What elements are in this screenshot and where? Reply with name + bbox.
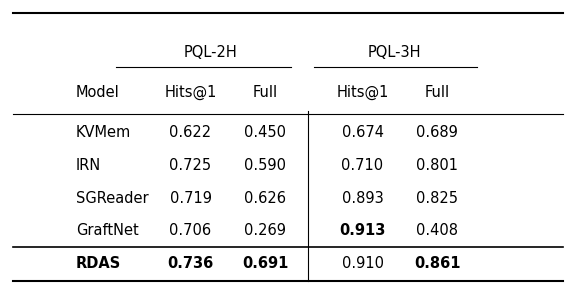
Text: 0.913: 0.913 (339, 223, 386, 238)
Text: IRN: IRN (76, 158, 101, 173)
Text: 0.719: 0.719 (169, 191, 211, 206)
Text: 0.450: 0.450 (244, 125, 286, 140)
Text: Hits@1: Hits@1 (336, 85, 389, 100)
Text: 0.269: 0.269 (244, 223, 286, 238)
Text: 0.691: 0.691 (242, 256, 288, 271)
Text: 0.626: 0.626 (244, 191, 286, 206)
Text: 0.408: 0.408 (416, 223, 458, 238)
Text: 0.736: 0.736 (168, 256, 214, 271)
Text: 0.590: 0.590 (244, 158, 286, 173)
Text: 0.825: 0.825 (416, 191, 458, 206)
Text: Model: Model (76, 85, 120, 100)
Text: 0.861: 0.861 (414, 256, 460, 271)
Text: 0.910: 0.910 (342, 256, 384, 271)
Text: 0.801: 0.801 (416, 158, 458, 173)
Text: KVMem: KVMem (76, 125, 131, 140)
Text: 0.725: 0.725 (169, 158, 211, 173)
Text: 0.710: 0.710 (342, 158, 384, 173)
Text: GraftNet: GraftNet (76, 223, 139, 238)
Text: Hits@1: Hits@1 (164, 85, 217, 100)
Text: Full: Full (425, 85, 450, 100)
Text: Full: Full (252, 85, 278, 100)
Text: SGReader: SGReader (76, 191, 149, 206)
Text: RDAS: RDAS (76, 256, 121, 271)
Text: 0.689: 0.689 (416, 125, 458, 140)
Text: 0.674: 0.674 (342, 125, 384, 140)
Text: 0.706: 0.706 (169, 223, 211, 238)
Text: PQL-2H: PQL-2H (184, 45, 237, 60)
Text: PQL-3H: PQL-3H (367, 45, 421, 60)
Text: 0.893: 0.893 (342, 191, 384, 206)
Text: 0.622: 0.622 (169, 125, 211, 140)
